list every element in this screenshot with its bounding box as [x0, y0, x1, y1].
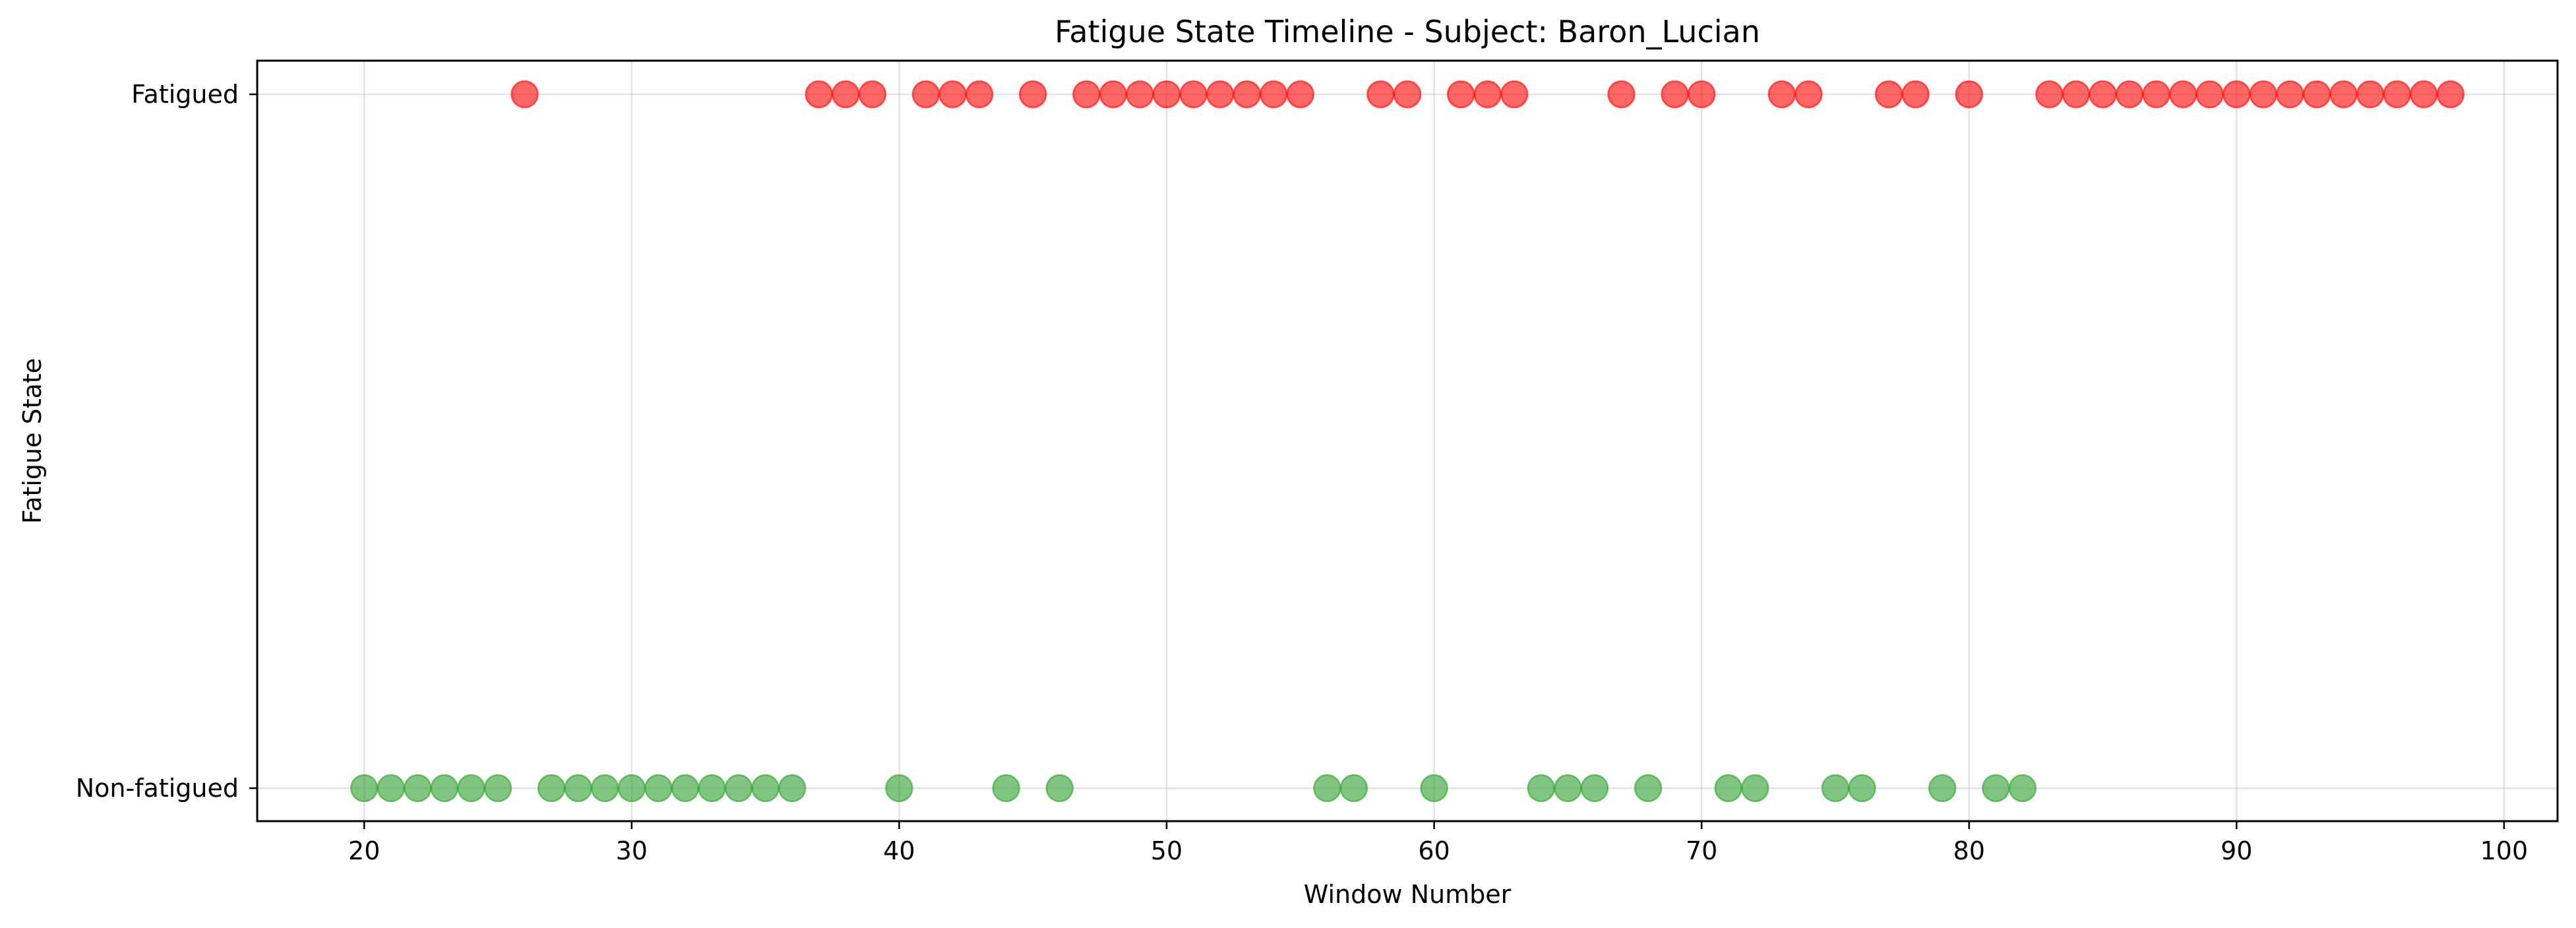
- point-fatigued-47: [1072, 80, 1101, 109]
- points-layer: [350, 80, 2465, 803]
- point-non-fatigued-20: [350, 774, 379, 803]
- point-fatigued-96: [2383, 80, 2411, 109]
- point-fatigued-69: [1661, 80, 1689, 109]
- point-fatigued-90: [2223, 80, 2251, 109]
- point-non-fatigued-82: [2008, 774, 2037, 803]
- point-non-fatigued-65: [1554, 774, 1582, 803]
- point-non-fatigued-34: [724, 774, 753, 803]
- x-tick-label-50: 50: [1151, 836, 1182, 865]
- point-non-fatigued-36: [778, 774, 807, 803]
- point-non-fatigued-27: [537, 774, 566, 803]
- point-fatigued-59: [1393, 80, 1422, 109]
- point-non-fatigued-23: [430, 774, 459, 803]
- point-fatigued-74: [1794, 80, 1823, 109]
- point-fatigued-54: [1259, 80, 1288, 109]
- x-axis-ticks: 20 30 40 50 60 70 80 90 100: [348, 821, 2528, 865]
- point-fatigued-87: [2142, 80, 2170, 109]
- point-non-fatigued-75: [1821, 774, 1850, 803]
- x-tick-label-30: 30: [616, 836, 648, 865]
- x-tick-label-60: 60: [1418, 836, 1450, 865]
- x-tick-label-20: 20: [348, 836, 380, 865]
- point-fatigued-78: [1901, 80, 1930, 109]
- point-non-fatigued-60: [1420, 774, 1448, 803]
- point-non-fatigued-28: [564, 774, 592, 803]
- point-non-fatigued-21: [377, 774, 406, 803]
- point-non-fatigued-76: [1848, 774, 1876, 803]
- point-non-fatigued-25: [483, 774, 512, 803]
- point-fatigued-62: [1473, 80, 1502, 109]
- point-fatigued-88: [2168, 80, 2197, 109]
- point-fatigued-38: [832, 80, 860, 109]
- point-non-fatigued-33: [698, 774, 726, 803]
- point-non-fatigued-56: [1313, 774, 1341, 803]
- point-fatigued-89: [2195, 80, 2224, 109]
- chart-title: Fatigue State Timeline - Subject: Baron_…: [1055, 14, 1760, 49]
- point-fatigued-83: [2035, 80, 2064, 109]
- point-non-fatigued-71: [1714, 774, 1742, 803]
- point-fatigued-48: [1099, 80, 1128, 109]
- point-fatigued-58: [1366, 80, 1395, 109]
- point-fatigued-45: [1018, 80, 1047, 109]
- point-non-fatigued-30: [617, 774, 646, 803]
- point-fatigued-52: [1206, 80, 1235, 109]
- point-fatigued-86: [2115, 80, 2144, 109]
- point-fatigued-37: [805, 80, 833, 109]
- x-axis-label: Window Number: [1304, 880, 1512, 909]
- y-tick-label-non-fatigued: Non-fatigued: [76, 774, 239, 803]
- point-fatigued-26: [510, 80, 539, 109]
- y-axis-ticks: Non-fatigued Fatigued: [76, 80, 257, 803]
- point-fatigued-91: [2249, 80, 2278, 109]
- point-non-fatigued-81: [1982, 774, 2010, 803]
- x-tick-label-40: 40: [883, 836, 915, 865]
- x-tick-label-80: 80: [1953, 836, 1985, 865]
- point-fatigued-41: [911, 80, 940, 109]
- x-tick-label-90: 90: [2221, 836, 2252, 865]
- point-non-fatigued-64: [1527, 774, 1556, 803]
- point-fatigued-61: [1446, 80, 1475, 109]
- point-non-fatigued-44: [992, 774, 1020, 803]
- y-axis-label: Fatigue State: [18, 358, 47, 524]
- point-fatigued-97: [2409, 80, 2438, 109]
- x-tick-label-70: 70: [1686, 836, 1717, 865]
- point-non-fatigued-79: [1928, 774, 1957, 803]
- point-non-fatigued-24: [457, 774, 485, 803]
- y-tick-label-fatigued: Fatigued: [131, 80, 239, 109]
- point-non-fatigued-66: [1580, 774, 1609, 803]
- point-non-fatigued-22: [404, 774, 432, 803]
- point-non-fatigued-72: [1741, 774, 1769, 803]
- point-fatigued-55: [1286, 80, 1315, 109]
- point-fatigued-70: [1687, 80, 1716, 109]
- point-non-fatigued-57: [1339, 774, 1368, 803]
- point-fatigued-95: [2356, 80, 2385, 109]
- point-non-fatigued-68: [1634, 774, 1663, 803]
- point-fatigued-53: [1233, 80, 1261, 109]
- point-fatigued-51: [1179, 80, 1208, 109]
- point-fatigued-67: [1607, 80, 1636, 109]
- point-fatigued-92: [2276, 80, 2304, 109]
- point-non-fatigued-46: [1045, 774, 1074, 803]
- point-fatigued-73: [1767, 80, 1796, 109]
- point-fatigued-63: [1500, 80, 1529, 109]
- point-non-fatigued-35: [751, 774, 780, 803]
- point-non-fatigued-29: [591, 774, 619, 803]
- point-fatigued-50: [1152, 80, 1181, 109]
- point-fatigued-80: [1955, 80, 1983, 109]
- point-fatigued-94: [2329, 80, 2358, 109]
- point-fatigued-43: [965, 80, 994, 109]
- point-fatigued-98: [2436, 80, 2465, 109]
- x-tick-label-100: 100: [2480, 836, 2529, 865]
- point-fatigued-42: [938, 80, 967, 109]
- point-non-fatigued-32: [671, 774, 700, 803]
- point-fatigued-84: [2062, 80, 2091, 109]
- point-fatigued-93: [2302, 80, 2331, 109]
- point-non-fatigued-31: [644, 774, 673, 803]
- point-fatigued-39: [858, 80, 887, 109]
- point-fatigued-77: [1874, 80, 1903, 109]
- point-fatigued-49: [1126, 80, 1154, 109]
- point-non-fatigued-40: [885, 774, 913, 803]
- point-fatigued-85: [2089, 80, 2117, 109]
- plot-frame: [256, 59, 2559, 822]
